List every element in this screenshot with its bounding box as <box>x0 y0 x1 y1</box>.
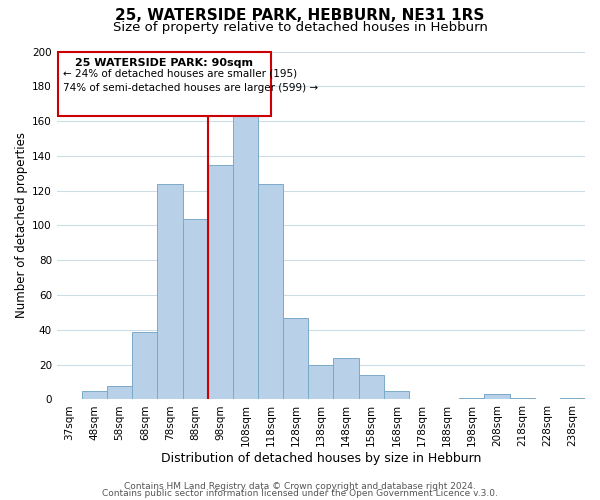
Bar <box>107 386 132 400</box>
FancyBboxPatch shape <box>58 52 271 116</box>
Bar <box>233 112 258 400</box>
Bar <box>308 364 334 400</box>
Bar <box>182 218 208 400</box>
Bar <box>258 184 283 400</box>
Y-axis label: Number of detached properties: Number of detached properties <box>15 132 28 318</box>
Text: 25 WATERSIDE PARK: 90sqm: 25 WATERSIDE PARK: 90sqm <box>76 58 253 68</box>
Text: Contains public sector information licensed under the Open Government Licence v.: Contains public sector information licen… <box>102 489 498 498</box>
X-axis label: Distribution of detached houses by size in Hebburn: Distribution of detached houses by size … <box>161 452 481 465</box>
Bar <box>208 164 233 400</box>
Bar <box>459 398 484 400</box>
Bar <box>509 398 535 400</box>
Bar <box>484 394 509 400</box>
Text: Size of property relative to detached houses in Hebburn: Size of property relative to detached ho… <box>113 21 487 34</box>
Text: Contains HM Land Registry data © Crown copyright and database right 2024.: Contains HM Land Registry data © Crown c… <box>124 482 476 491</box>
Text: 74% of semi-detached houses are larger (599) →: 74% of semi-detached houses are larger (… <box>63 83 318 93</box>
Bar <box>82 391 107 400</box>
Bar <box>359 375 384 400</box>
Bar <box>132 332 157 400</box>
Bar <box>560 398 585 400</box>
Bar <box>157 184 182 400</box>
Bar <box>384 391 409 400</box>
Text: 25, WATERSIDE PARK, HEBBURN, NE31 1RS: 25, WATERSIDE PARK, HEBBURN, NE31 1RS <box>115 8 485 22</box>
Bar <box>334 358 359 400</box>
Text: ← 24% of detached houses are smaller (195): ← 24% of detached houses are smaller (19… <box>63 69 297 79</box>
Bar <box>283 318 308 400</box>
